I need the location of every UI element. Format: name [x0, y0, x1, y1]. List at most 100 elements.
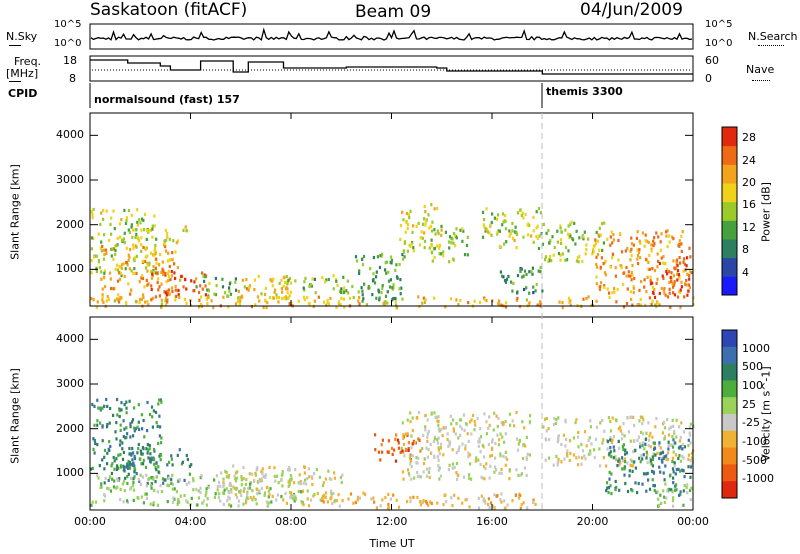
power-cell [478, 300, 482, 304]
velocity-cell [205, 490, 208, 494]
velocity-cell [666, 489, 669, 493]
power-cell [451, 237, 454, 241]
power-cell [467, 301, 470, 305]
velocity-cell [96, 419, 99, 423]
power-cell [482, 223, 485, 227]
velocity-cell [392, 493, 395, 497]
power-cell [627, 270, 630, 274]
nsearch-legend-line [758, 45, 784, 46]
power-cell [653, 269, 657, 273]
power-cell [112, 287, 115, 291]
power-cell [648, 296, 651, 300]
velocity-cell [146, 400, 149, 405]
velocity-cell [299, 490, 302, 494]
velocity-cell [160, 400, 163, 404]
velocity-cell [605, 464, 608, 468]
velocity-cell [679, 490, 682, 494]
power-cell [549, 254, 552, 258]
power-cell [155, 261, 158, 265]
power-cell [501, 223, 504, 227]
power-cell [385, 271, 388, 275]
power-cell [626, 246, 629, 251]
x-tick-label: 12:00 [375, 515, 408, 528]
velocity-cell [575, 418, 578, 422]
velocity-cell [437, 468, 440, 472]
velocity-cell [672, 496, 675, 500]
velocity-cell [289, 491, 292, 495]
power-cell [358, 302, 361, 306]
power-cell [166, 290, 169, 294]
velocity-cell [258, 479, 261, 483]
velocity-cell [246, 492, 249, 496]
power-cell [650, 249, 653, 253]
velocity-cell [136, 495, 139, 500]
power-cell [168, 292, 171, 296]
velocity-cell [112, 455, 115, 460]
velocity-cell [373, 500, 376, 504]
power-cell [358, 295, 361, 300]
velocity-cell [607, 486, 610, 490]
power-cell [140, 243, 143, 247]
velocity-cell [381, 498, 384, 502]
power-cell [371, 279, 375, 283]
power-cell [380, 291, 383, 295]
velocity-cell [347, 497, 350, 501]
velocity-cell [687, 465, 690, 469]
power-cell [466, 253, 469, 257]
power-cell [556, 229, 559, 233]
velocity-cell [147, 448, 150, 452]
velocity-cell [525, 435, 528, 439]
velocity-cell [149, 502, 152, 506]
power-cell [665, 234, 668, 238]
velocity-cell [488, 476, 491, 480]
power-cell [670, 279, 673, 284]
velocity-cell [595, 425, 599, 429]
power-cell [600, 222, 604, 226]
power-cell [140, 228, 143, 232]
power-cell [551, 235, 554, 239]
velocity-cell [626, 416, 629, 420]
velocity-cell [433, 437, 436, 441]
velocity-cell [298, 481, 301, 485]
power-cell [362, 254, 366, 259]
power-cell [283, 276, 286, 280]
velocity-cell [178, 478, 181, 482]
velocity-cell [235, 476, 238, 480]
velocity-cell [157, 402, 160, 406]
power-cell [303, 280, 306, 284]
power-cell [498, 229, 501, 233]
velocity-cell [240, 483, 243, 487]
power-cell [171, 258, 174, 262]
power-cell [281, 290, 284, 294]
velocity-cell [150, 476, 153, 480]
velocity-cell [436, 501, 439, 505]
power-cell [660, 232, 663, 236]
velocity-cell [141, 452, 144, 456]
velocity-cell [242, 489, 245, 493]
power-cell [660, 286, 663, 290]
velocity-cell [463, 428, 466, 432]
nave-axis-top: 60 [705, 54, 719, 67]
power-cell [193, 280, 196, 284]
power-cell [535, 282, 538, 287]
velocity-cell [176, 453, 179, 457]
velocity-cell [451, 462, 455, 466]
power-cell [169, 277, 172, 282]
velocity-cell [419, 475, 422, 479]
velocity-cell [641, 482, 644, 486]
power-cell [164, 291, 167, 295]
velocity-cell [319, 498, 322, 502]
power-cell [638, 239, 641, 243]
power-cell [361, 263, 365, 267]
velocity-cell [474, 459, 477, 463]
velocity-colorbar-swatch [722, 447, 737, 465]
velocity-cell [145, 496, 148, 500]
power-cell [530, 234, 533, 238]
power-cell [587, 237, 590, 241]
velocity-colorbar-tick: -500 [742, 453, 767, 467]
velocity-cell [468, 453, 472, 457]
velocity-cell [624, 452, 627, 456]
power-cell [110, 286, 113, 291]
power-cell [122, 262, 125, 266]
velocity-cell [617, 427, 620, 431]
